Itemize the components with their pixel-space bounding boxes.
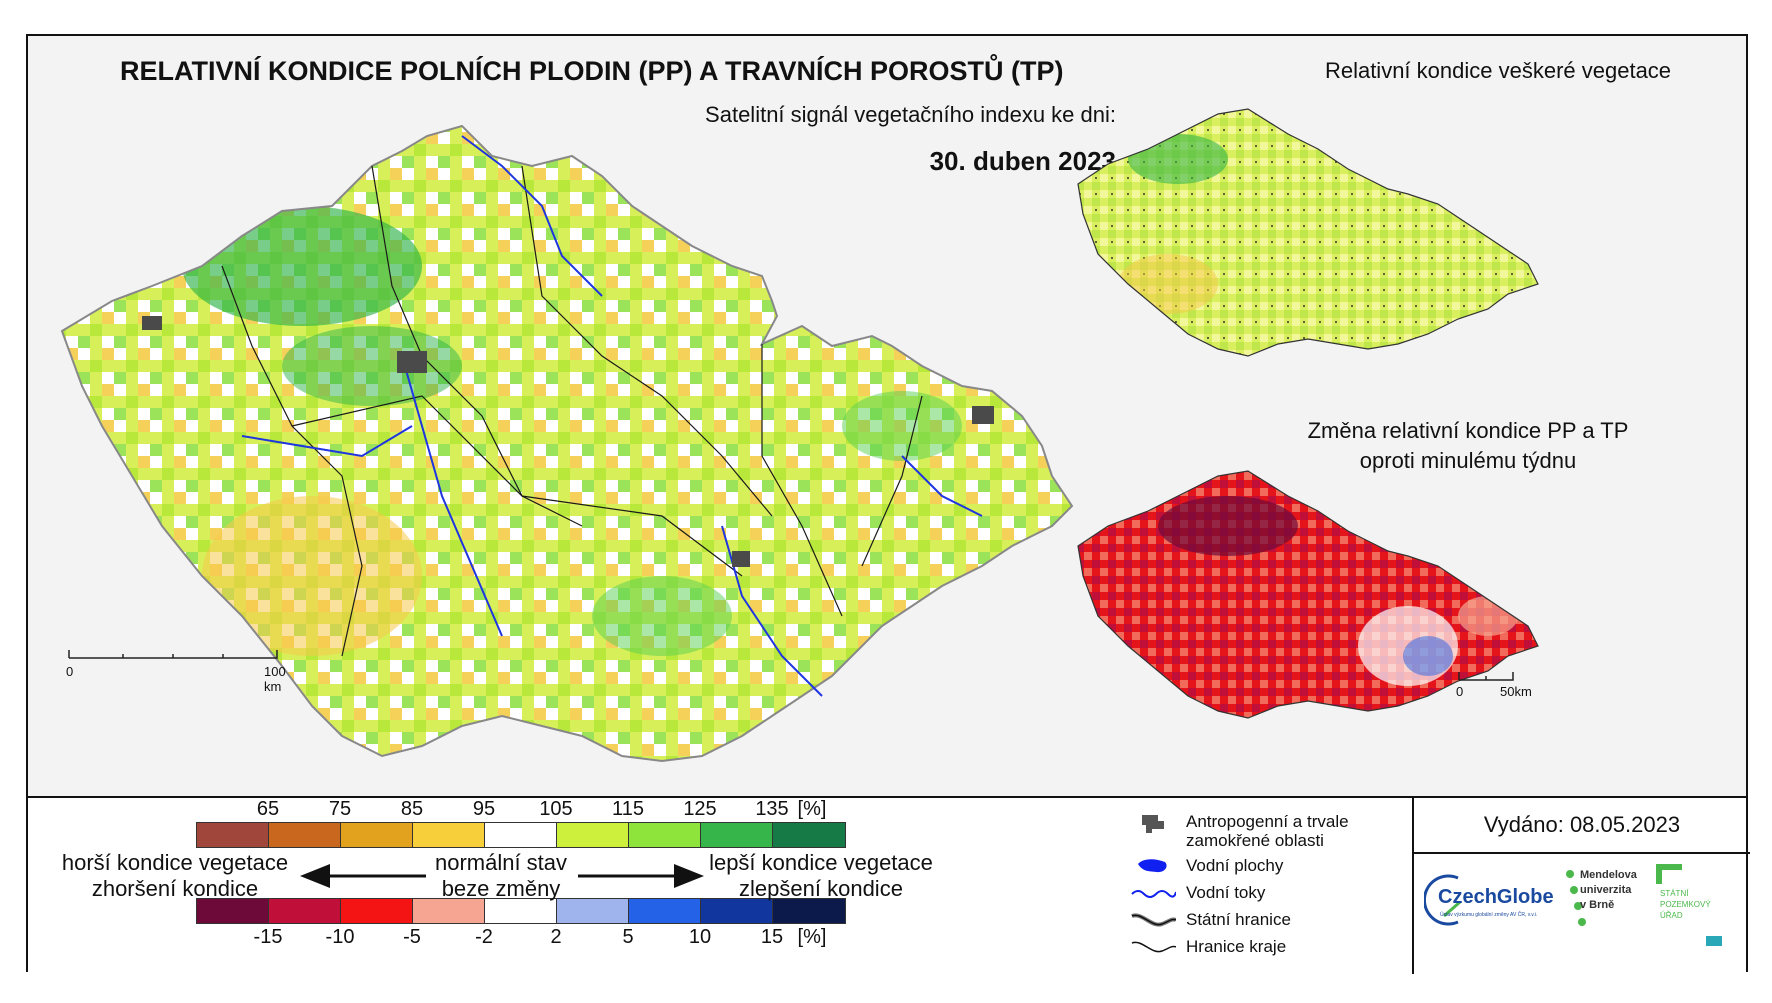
- legend-region-border-label: Hranice kraje: [1186, 937, 1287, 956]
- spu-name: STÁTNÍ POZEMKOVÝ ÚŘAD: [1660, 889, 1711, 920]
- subtitle: Satelitní signál vegetačního indexu ke d…: [705, 102, 1116, 127]
- worse-label: horší kondice vegetace zhoršení kondice: [60, 850, 290, 902]
- condition-tick-6: 125: [683, 798, 717, 820]
- condition-tick-8: [%]: [797, 798, 827, 820]
- urban-area-icon: [1128, 812, 1178, 834]
- state-border-icon: [1128, 909, 1178, 931]
- change-tick-0: -15: [253, 926, 283, 948]
- condition-tick-2: 85: [400, 798, 424, 820]
- weekly-change-map: [1077, 470, 1539, 719]
- legend-region-border: Hranice kraje: [1128, 934, 1428, 960]
- main-scale-start: 0: [66, 664, 74, 679]
- side-scale-start: 0: [1456, 684, 1464, 699]
- condition-tick-4: 105: [539, 798, 573, 820]
- all-vegetation-map: [1077, 108, 1539, 357]
- mendelu-name: Mendelova univerzita v Brně: [1580, 869, 1637, 911]
- worse-label-line1: horší kondice vegetace: [61, 850, 289, 875]
- change-swatch-2: [341, 899, 413, 923]
- better-label-line2: zlepšení kondice: [739, 876, 903, 901]
- condition-tick-0: 65: [256, 798, 280, 820]
- change-tick-6: 10: [688, 926, 712, 948]
- change-swatch-8: [773, 899, 845, 923]
- spu-logo: STÁTNÍ POZEMKOVÝ ÚŘAD: [1654, 862, 1744, 958]
- main-condition-map: [60, 124, 1074, 763]
- date-label: 30. duben 2023: [929, 146, 1116, 176]
- condition-swatch-4: [485, 823, 557, 847]
- condition-swatch-7: [701, 823, 773, 847]
- condition-tick-3: 95: [472, 798, 496, 820]
- legend-water-bodies-label: Vodní plochy: [1186, 856, 1284, 875]
- change-tick-2: -5: [403, 926, 421, 948]
- change-tick-1: -10: [325, 926, 355, 948]
- normal-label-line2: beze změny: [441, 876, 561, 901]
- side-bottom-title-line2: oproti minulému týdnu: [1359, 448, 1577, 473]
- change-swatch-5: [557, 899, 629, 923]
- side-scale-bar: 0 50km: [1456, 670, 1532, 699]
- condition-swatch-6: [629, 823, 701, 847]
- right-arrow-icon: [578, 864, 704, 888]
- legend-state-border-label: Státní hranice: [1186, 910, 1291, 929]
- condition-swatch-3: [413, 823, 485, 847]
- figure-frame: RELATIVNÍ KONDICE POLNÍCH PLODIN (PP) A …: [26, 34, 1750, 974]
- legend-state-border: Státní hranice: [1128, 907, 1428, 933]
- condition-tick-5: 115: [612, 798, 644, 820]
- condition-swatch-8: [773, 823, 845, 847]
- legend-urban-label: Antropogenní a trvale zamokřené oblasti: [1186, 812, 1349, 850]
- condition-swatch-2: [341, 823, 413, 847]
- condition-color-scale: [196, 822, 846, 848]
- side-bottom-title: Změna relativní kondice PP a TP oproti m…: [1228, 416, 1708, 476]
- change-swatch-4: [485, 899, 557, 923]
- legend-urban: Antropogenní a trvale zamokřené oblasti: [1128, 812, 1428, 852]
- normal-label: normální stav beze změny: [426, 850, 576, 902]
- legend-rivers-label: Vodní toky: [1186, 883, 1266, 902]
- czechglobe-name: CzechGlobe: [1438, 886, 1554, 908]
- condition-swatch-0: [197, 823, 269, 847]
- change-swatch-1: [269, 899, 341, 923]
- legend-panel: 65 75 85 95 105 115 125 135 [%] -15 -10 -5 -2 2 5 10 15…: [28, 796, 1750, 974]
- condition-tick-7: 135: [755, 798, 789, 820]
- region-border-icon: [1128, 936, 1178, 958]
- side-bottom-title-line1: Změna relativní kondice PP a TP: [1307, 418, 1629, 443]
- legend-water-bodies: Vodní plochy: [1128, 853, 1428, 879]
- logos-panel: CzechGlobe Ústav výzkumu globální změny …: [1414, 854, 1750, 974]
- czechglobe-logo: CzechGlobe Ústav výzkumu globální změny …: [1424, 870, 1554, 940]
- change-tick-5: 5: [622, 926, 634, 948]
- change-tick-8: [%]: [797, 926, 827, 948]
- normal-label-line1: normální stav: [434, 850, 568, 875]
- czechglobe-subtitle: Ústav výzkumu globální změny AV ČR, v.v.…: [1440, 912, 1538, 918]
- better-label: lepší kondice vegetace zlepšení kondice: [696, 850, 946, 902]
- legend-divider: [1412, 798, 1414, 974]
- condition-swatch-5: [557, 823, 629, 847]
- issued-date: Vydáno: 08.05.2023: [1414, 798, 1750, 854]
- better-label-line1: lepší kondice vegetace: [709, 850, 933, 875]
- change-tick-7: 15: [760, 926, 784, 948]
- change-tick-3: -2: [475, 926, 493, 948]
- main-scale-bar: 0 100 km: [66, 648, 286, 694]
- condition-tick-1: 75: [328, 798, 352, 820]
- main-title: RELATIVNÍ KONDICE POLNÍCH PLODIN (PP) A …: [120, 56, 1064, 86]
- mendelu-logo: Mendelova univerzita v Brně: [1564, 864, 1644, 944]
- main-scale-end: 100 km: [264, 664, 286, 694]
- change-color-scale: [196, 898, 846, 924]
- side-scale-end: 50km: [1500, 684, 1532, 699]
- map-symbol-legend: Antropogenní a trvale zamokřené oblasti …: [1128, 812, 1428, 961]
- side-top-title: Relativní kondice veškeré vegetace: [1324, 58, 1672, 83]
- legend-rivers: Vodní toky: [1128, 880, 1428, 906]
- left-arrow-icon: [300, 864, 426, 888]
- change-swatch-7: [701, 899, 773, 923]
- change-swatch-3: [413, 899, 485, 923]
- water-body-icon: [1128, 855, 1178, 877]
- condition-swatch-1: [269, 823, 341, 847]
- river-icon: [1128, 882, 1178, 904]
- change-tick-4: 2: [550, 926, 562, 948]
- worse-label-line2: zhoršení kondice: [91, 876, 259, 901]
- change-swatch-6: [629, 899, 701, 923]
- change-swatch-0: [197, 899, 269, 923]
